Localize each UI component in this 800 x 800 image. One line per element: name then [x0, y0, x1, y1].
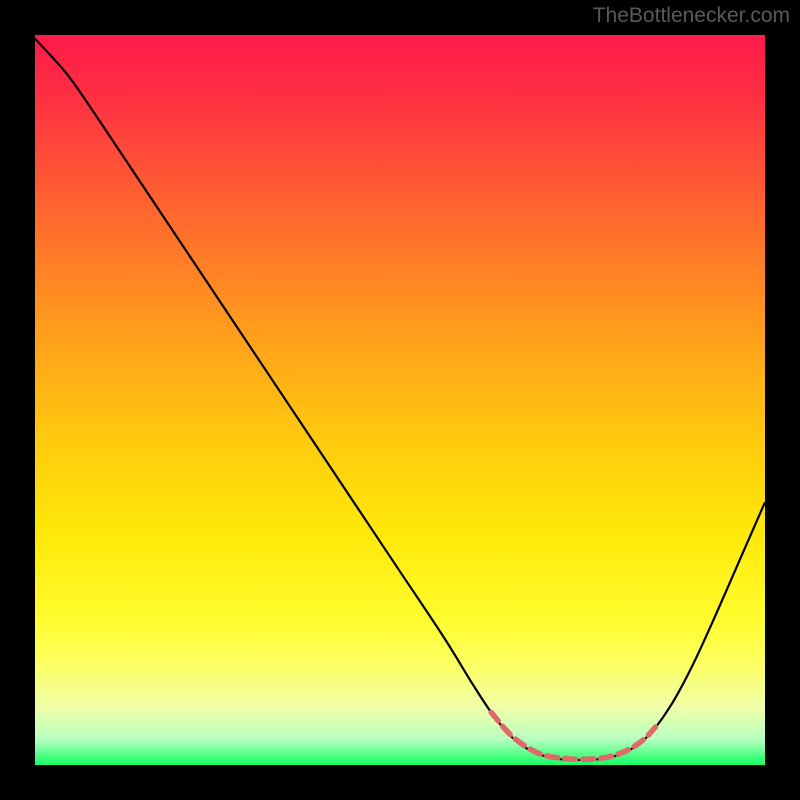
watermark-text: TheBottlenecker.com — [593, 4, 790, 28]
chart-gradient-bg — [35, 35, 765, 765]
chart-svg — [35, 35, 765, 765]
chart-plot-area — [35, 35, 765, 765]
